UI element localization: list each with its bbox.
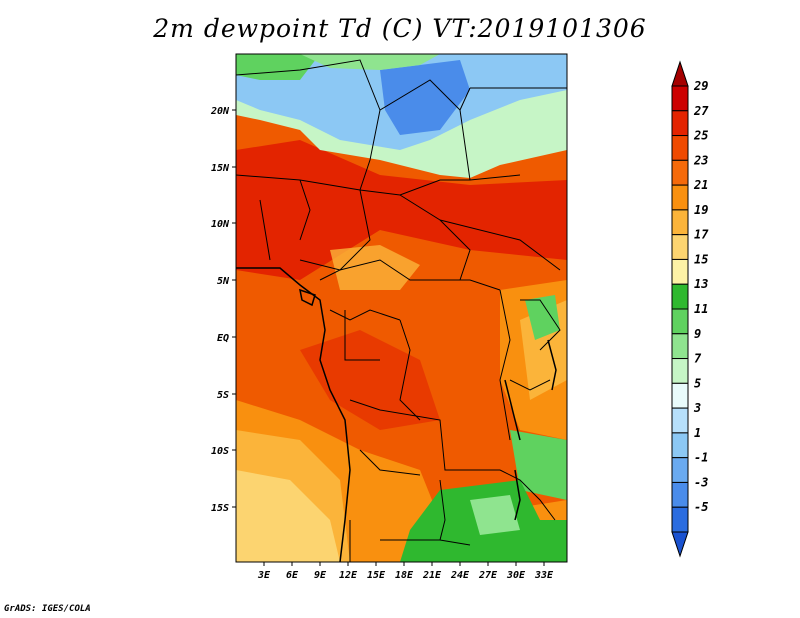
lat-label: 15S	[211, 503, 229, 514]
colorbar: 29 27 25 23 21 19 17 15 13 11 9 7 5 3 1 -1 -3 -5	[671, 60, 709, 558]
field-green-southeast	[510, 430, 567, 500]
colorbar-segment	[671, 333, 689, 360]
lon-label: 3E	[257, 570, 271, 581]
colorbar-segment	[671, 135, 689, 161]
colorbar-label: 15	[694, 252, 708, 266]
field-lightgreen-south	[470, 495, 520, 535]
colorbar-segment	[671, 506, 689, 533]
lon-label: 15E	[367, 570, 386, 581]
colorbar-label: 1	[694, 426, 701, 440]
colorbar-label: 11	[694, 302, 708, 316]
map-title: 2m dewpoint Td (C) VT:2019101306	[153, 14, 647, 43]
colorbar-label: -5	[694, 500, 708, 514]
colorbar-label: 21	[693, 178, 708, 192]
field-green-northcenter	[300, 54, 440, 70]
colorbar-segment	[671, 110, 689, 137]
field-yellow-patch	[330, 245, 420, 290]
colorbar-label: 23	[693, 153, 708, 167]
lon-label: 9E	[314, 570, 327, 581]
colorbar-segment	[671, 481, 689, 508]
field-yellow-south	[236, 470, 340, 562]
colorbar-segment	[671, 382, 689, 409]
lon-label: 6E	[286, 570, 299, 581]
lon-label: 18E	[395, 570, 414, 581]
colorbar-segment	[671, 457, 689, 483]
lat-label: 10S	[211, 446, 229, 457]
colorbar-label: 7	[694, 352, 702, 366]
colorbar-label: 29	[693, 79, 708, 93]
axis-ticks	[232, 109, 545, 566]
lon-label: 27E	[478, 570, 498, 581]
latitude-labels: 20N 15N 10N 5N EQ 5S 10S 15S	[210, 106, 230, 514]
colorbar-segment	[671, 283, 689, 310]
lon-label: 12E	[339, 570, 358, 581]
lon-label: 33E	[534, 570, 554, 581]
colorbar-label: -1	[694, 451, 708, 465]
grads-credit: GrADS: IGES/COLA	[4, 604, 91, 614]
colorbar-segment	[671, 209, 689, 236]
dewpoint-field	[236, 54, 567, 562]
colorbar-segment	[671, 85, 689, 112]
lat-label: EQ	[217, 333, 229, 344]
colorbar-label: 25	[693, 129, 708, 143]
colorbar-label: 27	[693, 104, 709, 118]
lat-label: 5N	[217, 276, 230, 287]
colorbar-label: 19	[694, 203, 708, 217]
longitude-labels: 3E 6E 9E 12E 15E 18E 21E 24E 27E 30E 33E	[257, 570, 554, 581]
colorbar-label: -3	[694, 475, 708, 489]
colorbar-segment	[671, 358, 689, 384]
lat-label: 15N	[211, 163, 230, 174]
colorbar-segment	[671, 184, 689, 211]
lat-label: 10N	[211, 219, 230, 230]
country-borders	[236, 59, 567, 562]
lat-label: 20N	[210, 106, 230, 117]
lon-label: 30E	[506, 570, 526, 581]
lon-label: 24E	[450, 570, 470, 581]
colorbar-segment	[671, 432, 689, 459]
colorbar-segment	[671, 258, 689, 285]
colorbar-segment	[671, 407, 689, 434]
colorbar-label: 3	[693, 401, 701, 415]
lat-label: 5S	[217, 390, 229, 401]
field-blue-north	[380, 60, 470, 135]
colorbar-segment	[671, 308, 689, 335]
colorbar-label: 9	[694, 327, 701, 341]
field-green-east	[525, 295, 560, 340]
coastlines	[236, 267, 557, 562]
colorbar-segment	[671, 234, 689, 260]
colorbar-top-arrow	[671, 60, 689, 87]
colorbar-label: 13	[694, 277, 708, 291]
colorbar-label: 17	[694, 228, 709, 242]
colorbar-bottom-arrow	[671, 531, 689, 558]
lon-label: 21E	[422, 570, 442, 581]
colorbar-label: 5	[694, 376, 701, 390]
colorbar-segment	[671, 159, 689, 186]
field-red-band	[236, 140, 567, 280]
map-frame	[235, 53, 568, 563]
